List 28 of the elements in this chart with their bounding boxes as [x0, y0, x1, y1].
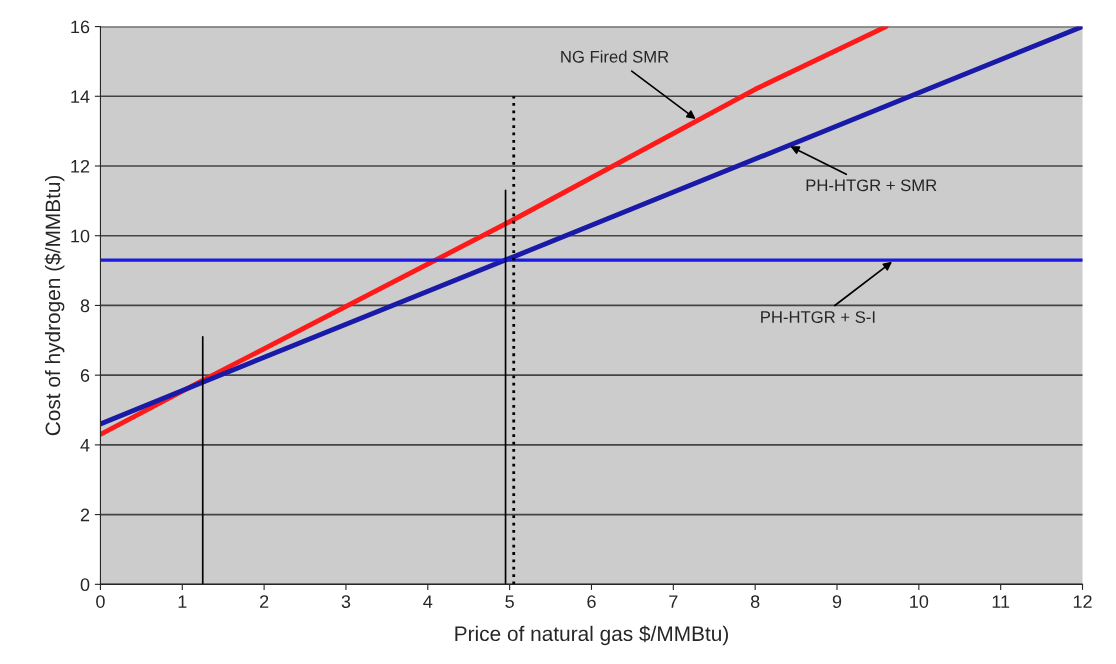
y-tick-label: 0 [80, 578, 90, 592]
annotation: PH-HTGR + SMR [806, 179, 937, 192]
y-tick-label: 8 [80, 299, 90, 313]
x-tick-label: 5 [505, 595, 514, 608]
x-tick-label: 7 [669, 595, 678, 608]
x-tick-label: 6 [587, 595, 596, 608]
x-tick-label: 9 [832, 595, 842, 608]
x-tick-label: 3 [341, 595, 351, 608]
y-tick-label: 16 [71, 20, 90, 34]
annotation: NG Fired SMR [561, 50, 669, 63]
y-tick-label: 2 [80, 508, 90, 522]
y-axis-title: Cost of hydrogen ($/MMBtu) [44, 175, 65, 436]
x-tick-label: 10 [910, 595, 929, 608]
y-tick-label: 10 [71, 229, 90, 243]
x-axis-title: Price of natural gas $/MMBtu) [455, 625, 728, 646]
x-tick-label: 8 [750, 595, 760, 608]
x-tick-label: 2 [260, 595, 269, 608]
annotation: PH-HTGR + S-I [761, 311, 875, 323]
x-tick-label: 12 [1073, 595, 1092, 608]
line-series [100, 26, 1083, 427]
x-tick-label: 4 [423, 595, 433, 608]
y-tick-label: 6 [80, 369, 90, 382]
y-tick-label: 12 [71, 159, 90, 173]
x-tick-label: 0 [96, 595, 105, 608]
y-tick-label: 4 [80, 439, 90, 452]
y-tick-label: 14 [71, 90, 90, 103]
x-tick-label: 1 [178, 595, 187, 608]
x-tick-label: 11 [992, 595, 1010, 608]
